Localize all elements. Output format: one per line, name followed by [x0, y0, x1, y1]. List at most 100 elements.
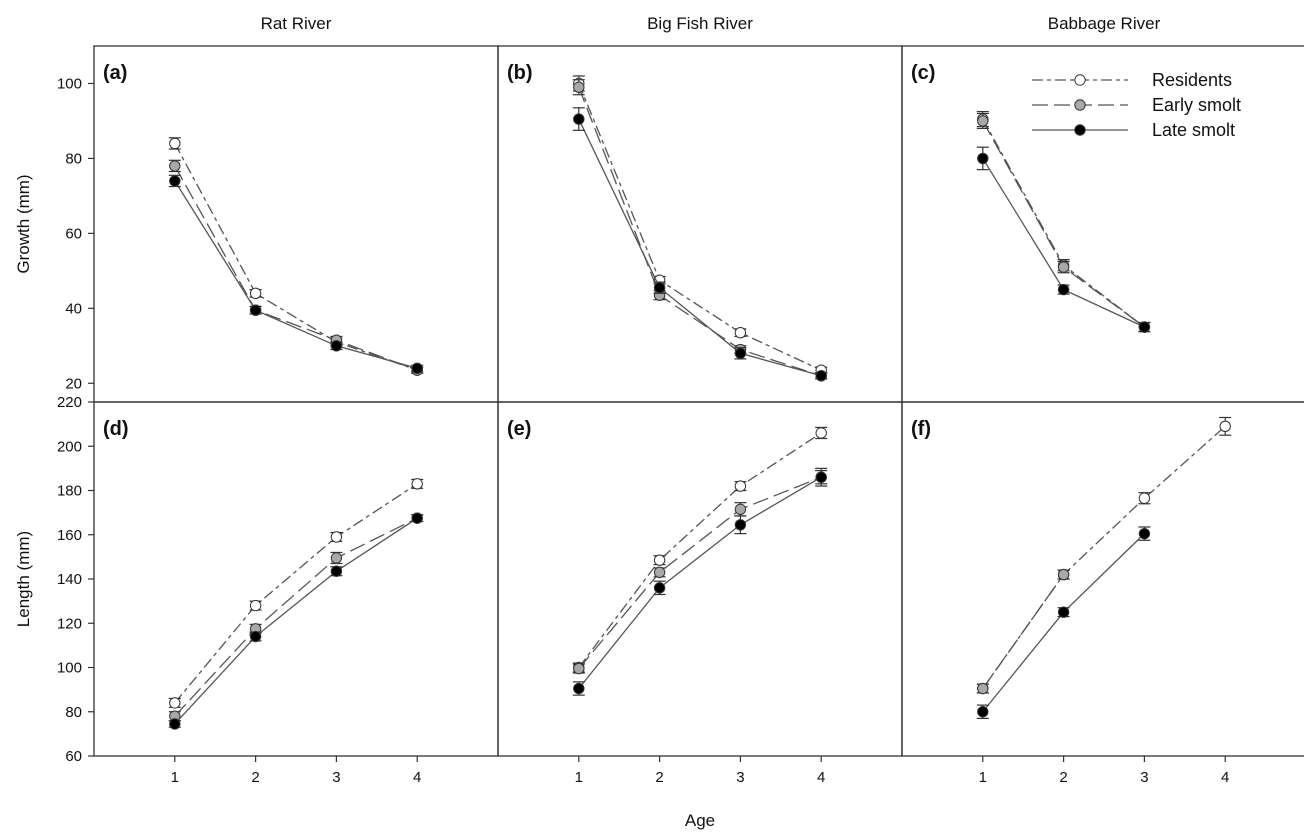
data-point-late-smolt-e-age1: [573, 682, 585, 695]
x-tick-label-e-2: 2: [655, 769, 663, 786]
data-point-early-smolt-f-age1: [977, 682, 989, 695]
panel-b: (b): [497, 45, 903, 403]
series-line-late-smolt-f: [982, 533, 1145, 713]
data-point-late-smolt-d-age2: [249, 630, 262, 643]
legend-label-residents: Residents: [1152, 70, 1232, 90]
y-tick-label-a-80: 80: [65, 150, 82, 167]
x-tick-label-d-1: 1: [171, 769, 179, 786]
panel-label-f: (f): [911, 418, 931, 440]
data-point-residents-f-age3: [1138, 492, 1151, 504]
legend-item-residents: Residents: [1032, 70, 1232, 90]
series-line-residents-f: [982, 425, 1226, 689]
legend: Residents Early smolt Late smolt: [1032, 70, 1241, 140]
data-point-early-smolt-e-age1: [573, 662, 585, 675]
column-title-big-fish-river: Big Fish River: [647, 14, 753, 33]
series-line-early-smolt-e: [578, 476, 822, 670]
data-point-residents-b-age3: [734, 326, 747, 339]
data-point-late-smolt-a-age2: [249, 304, 262, 316]
panel-frame-b: [497, 45, 903, 403]
data-point-residents-f-age4: [1219, 420, 1231, 433]
series-line-late-smolt-a: [174, 180, 418, 369]
panel-label-c: (c): [911, 62, 935, 84]
data-point-late-smolt-c-age2: [1057, 283, 1070, 296]
data-point-late-smolt-a-age1: [169, 175, 181, 187]
series-line-late-smolt-d: [174, 517, 418, 725]
data-point-late-smolt-e-age3: [734, 519, 747, 531]
data-point-late-smolt-b-age2: [653, 282, 666, 294]
axes-group: 20 40 60 80 100 Growth (mm) 1 2 3 4 60 80 100 120 140 1…: [14, 75, 1229, 830]
series-line-early-smolt-a: [174, 165, 418, 371]
column-title-rat-river: Rat River: [260, 14, 332, 33]
panel-frame-e: [497, 401, 903, 757]
data-point-late-smolt-e-age4: [815, 471, 827, 483]
data-point-early-smolt-e-age3: [734, 503, 747, 516]
y-axis-title-growth: Growth (mm): [14, 174, 33, 273]
data-point-late-smolt-a-age4: [411, 362, 423, 374]
data-point-late-smolt-b-age1: [573, 113, 585, 125]
data-point-late-smolt-e-age2: [653, 582, 666, 594]
data-point-early-smolt-c-age2: [1057, 261, 1070, 273]
y-tick-label-a-20: 20: [65, 375, 82, 392]
y-axis-title-length: Length (mm): [14, 531, 33, 627]
data-point-late-smolt-f-age3: [1138, 527, 1151, 540]
column-title-babbage-river: Babbage River: [1047, 14, 1161, 33]
data-point-residents-e-age4: [815, 427, 827, 439]
data-point-early-smolt-d-age3: [330, 552, 343, 564]
legend-marker-residents: [1074, 74, 1086, 86]
data-point-late-smolt-d-age1: [169, 718, 181, 730]
data-point-late-smolt-d-age3: [330, 565, 343, 577]
panel-frame-c: [901, 45, 1304, 403]
panels-group: (a) (b) (c) (d) (e) (f): [93, 45, 1304, 757]
x-tick-label-e-3: 3: [736, 769, 744, 786]
y-tick-label-d-80: 80: [65, 704, 82, 721]
data-point-residents-d-age2: [249, 599, 262, 612]
data-point-late-smolt-b-age3: [734, 347, 747, 359]
panel-frame-f: [901, 401, 1304, 757]
data-point-early-smolt-f-age2: [1057, 568, 1070, 581]
series-line-late-smolt-e: [578, 476, 822, 689]
legend-marker-late-smolt: [1074, 124, 1086, 136]
panel-d: (d): [93, 401, 499, 757]
panel-label-e: (e): [507, 418, 531, 440]
legend-label-late-smolt: Late smolt: [1152, 120, 1235, 140]
panel-frame-a: [93, 45, 499, 403]
legend-item-early-smolt: Early smolt: [1032, 95, 1241, 115]
data-point-late-smolt-b-age4: [815, 370, 827, 382]
data-point-early-smolt-c-age1: [977, 115, 989, 127]
x-axis-title: Age: [685, 811, 715, 830]
data-point-residents-e-age3: [734, 480, 747, 492]
data-point-late-smolt-d-age4: [411, 512, 423, 524]
x-tick-label-f-3: 3: [1140, 769, 1148, 786]
y-tick-label-d-160: 160: [57, 527, 82, 544]
x-tick-label-d-4: 4: [413, 769, 421, 786]
data-point-residents-a-age1: [169, 137, 181, 150]
panel-label-b: (b): [507, 62, 533, 84]
data-point-residents-a-age2: [249, 287, 262, 300]
data-point-residents-e-age2: [653, 554, 666, 566]
series-line-early-smolt-d: [174, 517, 418, 717]
x-tick-label-f-2: 2: [1059, 769, 1067, 786]
series-line-early-smolt-f: [982, 574, 1065, 689]
y-tick-label-a-60: 60: [65, 225, 82, 242]
legend-marker-early-smolt: [1074, 99, 1086, 111]
series-line-residents-a: [174, 143, 418, 371]
series-line-early-smolt-c: [982, 120, 1145, 328]
y-tick-label-d-200: 200: [57, 438, 82, 455]
legend-label-early-smolt: Early smolt: [1152, 95, 1241, 115]
series-line-late-smolt-b: [578, 118, 822, 377]
y-tick-label-a-100: 100: [57, 75, 82, 92]
series-line-residents-d: [174, 483, 418, 704]
data-point-residents-d-age4: [411, 478, 423, 490]
series-line-residents-b: [578, 83, 822, 371]
data-point-late-smolt-a-age3: [330, 340, 343, 352]
panel-label-d: (d): [103, 418, 129, 440]
panel-label-a: (a): [103, 62, 127, 84]
series-line-late-smolt-c: [982, 158, 1145, 328]
panel-frame-d: [93, 401, 499, 757]
data-point-early-smolt-b-age1: [573, 81, 585, 93]
series-line-residents-c: [982, 118, 1145, 328]
y-tick-label-d-60: 60: [65, 748, 82, 765]
y-tick-label-d-140: 140: [57, 571, 82, 588]
y-tick-label-d-120: 120: [57, 615, 82, 632]
